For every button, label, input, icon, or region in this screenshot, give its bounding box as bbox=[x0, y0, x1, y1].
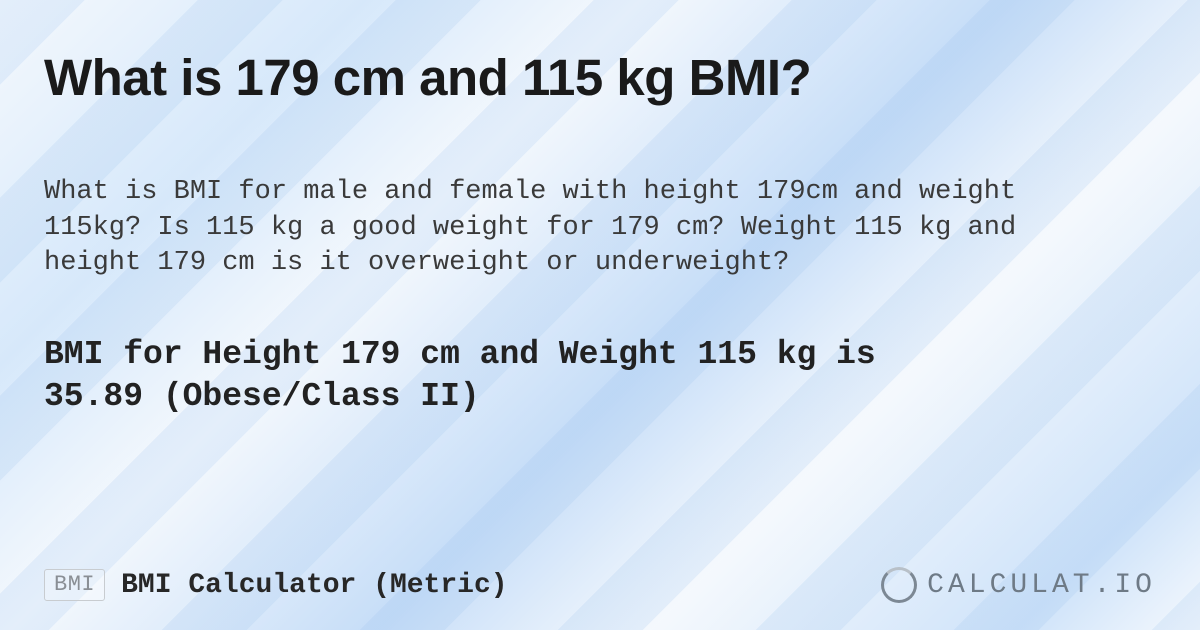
footer-bar: BMI BMI Calculator (Metric) CALCULAT.IO bbox=[0, 544, 1200, 630]
description-paragraph: What is BMI for male and female with hei… bbox=[44, 175, 1124, 282]
bmi-result-heading: BMI for Height 179 cm and Weight 115 kg … bbox=[44, 334, 944, 418]
bmi-badge: BMI bbox=[44, 569, 105, 601]
calculator-label: BMI Calculator (Metric) bbox=[121, 570, 507, 601]
page-title: What is 179 cm and 115 kg BMI? bbox=[44, 48, 1156, 107]
logo-ring-icon bbox=[881, 567, 917, 603]
brand-logo: CALCULAT.IO bbox=[881, 567, 1156, 603]
page-content: What is 179 cm and 115 kg BMI? What is B… bbox=[0, 0, 1200, 630]
brand-text: CALCULAT.IO bbox=[927, 570, 1156, 601]
footer-left: BMI BMI Calculator (Metric) bbox=[44, 569, 508, 601]
